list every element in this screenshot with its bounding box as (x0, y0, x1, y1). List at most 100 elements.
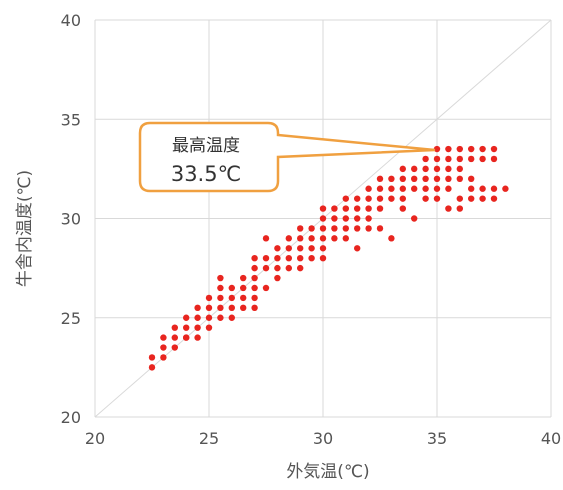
data-point (388, 195, 395, 202)
data-point (468, 155, 475, 163)
data-point (217, 304, 224, 312)
data-point (376, 205, 384, 212)
data-point (262, 235, 270, 242)
callout-label: 最高温度 (172, 136, 240, 156)
data-point (433, 165, 441, 173)
x-tick-label: 20 (85, 429, 105, 448)
data-point (251, 294, 258, 302)
data-point (228, 294, 235, 302)
data-point (297, 245, 304, 252)
callout-value: 33.5℃ (171, 162, 241, 186)
data-point (388, 185, 395, 192)
data-point (479, 145, 486, 153)
data-point (262, 255, 270, 262)
data-point (399, 205, 406, 212)
data-point (262, 284, 270, 292)
data-point (251, 284, 258, 292)
data-point (376, 185, 384, 192)
y-tick-label: 20 (61, 408, 81, 427)
data-point (331, 235, 338, 242)
data-point (456, 195, 463, 202)
data-point (479, 195, 486, 202)
data-point (365, 225, 372, 232)
callout-box (138, 121, 436, 193)
data-point (354, 215, 361, 222)
data-point (342, 195, 349, 202)
data-point (342, 225, 349, 232)
data-point (251, 264, 258, 272)
data-point (468, 145, 475, 153)
max-temp-callout: 最高温度 33.5℃ (138, 121, 436, 193)
data-point (433, 155, 441, 163)
data-point (183, 334, 190, 341)
data-point (399, 195, 406, 202)
data-point (148, 354, 156, 361)
data-point (433, 195, 441, 202)
data-point (297, 264, 304, 272)
data-point (183, 324, 190, 331)
data-point (217, 294, 224, 302)
data-point (160, 334, 167, 341)
data-point (240, 274, 247, 282)
data-point (399, 165, 406, 173)
data-point (433, 175, 441, 182)
data-point (228, 314, 235, 321)
data-point (456, 165, 463, 173)
data-point (285, 245, 292, 252)
data-point (331, 215, 338, 222)
data-point (354, 195, 361, 202)
data-point (274, 274, 281, 282)
data-point (365, 185, 372, 192)
data-point (240, 304, 247, 312)
data-point (297, 255, 304, 262)
data-point (445, 145, 452, 153)
data-point (251, 304, 258, 312)
x-tick-label: 25 (199, 429, 219, 448)
data-point (433, 185, 441, 192)
y-tick-label: 30 (61, 210, 81, 229)
data-point (331, 225, 338, 232)
data-point (411, 185, 418, 192)
data-point (194, 304, 201, 312)
x-axis-title: 外気温(℃) (286, 462, 369, 482)
data-point (376, 175, 384, 182)
data-point (217, 314, 224, 321)
data-point (308, 235, 315, 242)
data-point (422, 155, 429, 163)
data-point (240, 294, 247, 302)
data-point (411, 165, 418, 173)
data-point (445, 205, 452, 212)
data-point (331, 205, 338, 212)
data-point (285, 235, 292, 242)
data-point (319, 245, 327, 252)
data-point (194, 314, 201, 321)
tick-labels: 20 25 30 35 40 20 25 30 35 40 (61, 11, 562, 448)
data-point (445, 165, 452, 173)
y-tick-label: 35 (61, 110, 81, 129)
data-point (490, 145, 498, 153)
data-point (399, 185, 406, 192)
data-point (502, 185, 509, 192)
data-point (411, 215, 418, 222)
data-point (160, 344, 167, 351)
data-point (445, 185, 452, 192)
x-tick-label: 30 (313, 429, 333, 448)
data-point (251, 255, 258, 262)
data-point (262, 264, 270, 272)
data-point (183, 314, 190, 321)
data-point (217, 274, 224, 282)
data-point (354, 245, 361, 252)
data-point (490, 185, 498, 192)
data-point (297, 235, 304, 242)
data-point (217, 284, 224, 292)
data-point (365, 215, 372, 222)
y-tick-label: 40 (61, 11, 81, 30)
data-point (422, 195, 429, 202)
data-point (148, 364, 156, 371)
data-point (411, 175, 418, 182)
data-point (160, 354, 167, 361)
data-point (422, 165, 429, 173)
data-point (319, 225, 327, 232)
data-point (274, 255, 281, 262)
